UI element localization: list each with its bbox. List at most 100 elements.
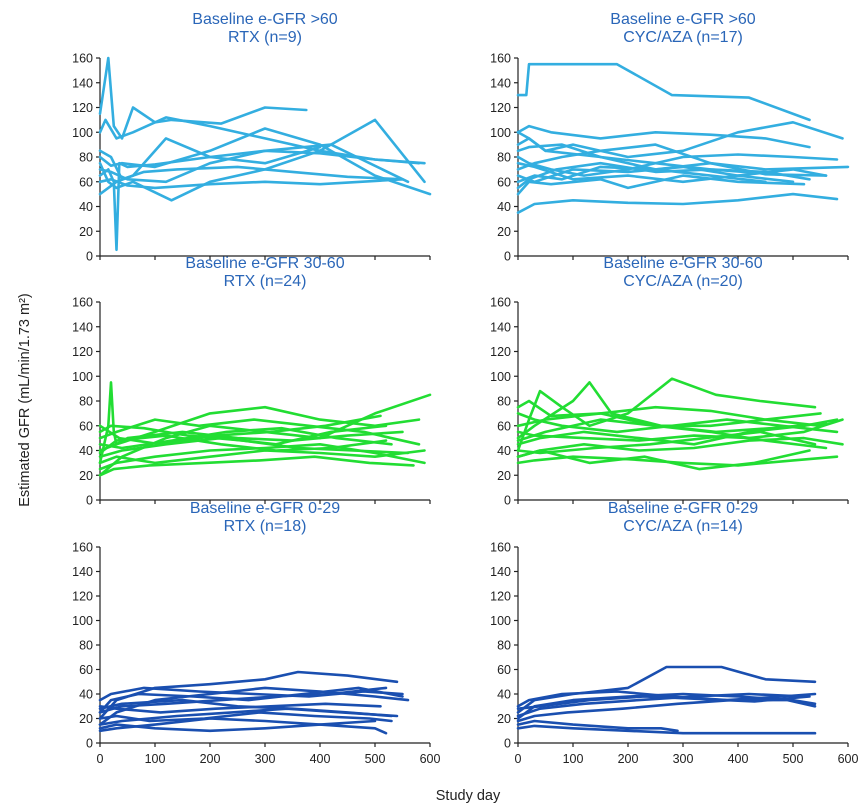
- panel-cyc-0-29-subtitle: CYC/AZA (n=14): [623, 518, 743, 535]
- panel-cyc-0-29-ytick-label: 160: [490, 541, 511, 555]
- panel-rtx-gt60-ytick-label: 60: [79, 175, 93, 189]
- panel-cyc-gt60-subtitle: CYC/AZA (n=17): [623, 29, 743, 46]
- panel-rtx-gt60-ytick-label: 0: [86, 250, 93, 264]
- panel-cyc-30-60-ytick-label: 100: [490, 370, 511, 384]
- panel-cyc-0-29-series-5: [516, 690, 817, 708]
- panel-cyc-30-60-series-10: [516, 418, 844, 442]
- panel-cyc-0-29-series-3: [516, 719, 679, 733]
- panel-cyc-30-60-ytick-label: 0: [504, 494, 511, 508]
- panel-cyc-30-60-ytick-label: 160: [490, 296, 511, 310]
- panel-rtx-30-60-ytick-label: 160: [72, 296, 93, 310]
- panel-rtx-gt60-ytick-label: 20: [79, 225, 93, 239]
- panel-cyc-gt60-ytick-label: 140: [490, 76, 511, 90]
- panel-rtx-0-29-ytick-label: 60: [79, 663, 93, 677]
- panel-rtx-30-60-series-7: [98, 426, 393, 450]
- panel-cyc-gt60-series-13: [516, 161, 795, 190]
- panel-rtx-0-29-ytick-label: 120: [72, 590, 93, 604]
- panel-cyc-0-29-xtick-label: 300: [673, 752, 694, 766]
- panel-cyc-gt60-title: Baseline e-GFR >60: [610, 11, 756, 28]
- panel-rtx-0-29-title: Baseline e-GFR 0-29: [190, 500, 340, 517]
- panel-cyc-0-29-ytick-label: 140: [490, 565, 511, 579]
- panel-cyc-gt60-ytick-label: 80: [497, 151, 511, 165]
- panel-cyc-gt60-series-12: [516, 161, 828, 184]
- panel-cyc-0-29-xtick-label: 400: [728, 752, 749, 766]
- panel-rtx-0-29-xtick-label: 600: [420, 752, 441, 766]
- panel-rtx-gt60-series-6: [98, 178, 404, 190]
- panel-rtx-30-60-subtitle: RTX (n=24): [224, 273, 307, 290]
- panel-cyc-gt60-ytick-label: 160: [490, 52, 511, 66]
- panel-rtx-0-29-series-8: [98, 702, 382, 714]
- panel-cyc-gt60-ytick-label: 60: [497, 175, 511, 189]
- panel-rtx-30-60-series-12: [98, 434, 388, 455]
- panel-cyc-30-60-ytick-label: 20: [497, 469, 511, 483]
- panel-cyc-30-60-series-11: [516, 399, 822, 428]
- panel-cyc-30-60-subtitle: CYC/AZA (n=20): [623, 273, 743, 290]
- panel-cyc-0-29-xtick-label: 0: [515, 752, 522, 766]
- panel-rtx-0-29-ytick-label: 100: [72, 614, 93, 628]
- panel-cyc-0-29-xtick-label: 600: [838, 752, 859, 766]
- panel-rtx-0-29-xtick-label: 400: [310, 752, 331, 766]
- panel-rtx-0-29-xtick-label: 0: [97, 752, 104, 766]
- y-axis-label: Estimated GFR (mL/min/1.73 m²): [17, 293, 33, 507]
- panel-rtx-30-60-series-8: [98, 424, 410, 455]
- panel-rtx-0-29-series-9: [98, 686, 404, 714]
- panel-rtx-30-60-ytick-label: 100: [72, 370, 93, 384]
- panel-cyc-30-60-series-4: [516, 455, 839, 467]
- panel-cyc-0-29-ytick-label: 20: [497, 712, 511, 726]
- panel-rtx-0-29-ytick-label: 80: [79, 639, 93, 653]
- panel-cyc-gt60-ytick-label: 100: [490, 126, 511, 140]
- panel-cyc-0-29-ytick-label: 40: [497, 688, 511, 702]
- panel-cyc-30-60-series-12: [516, 418, 828, 450]
- panel-cyc-0-29-xtick-label: 500: [783, 752, 804, 766]
- panel-cyc-gt60-series-7: [516, 143, 850, 171]
- panel-cyc-0-29-ytick-label: 0: [504, 737, 511, 751]
- panel-cyc-30-60-ytick-label: 120: [490, 345, 511, 359]
- panel-rtx-0-29-series-5: [98, 686, 404, 702]
- panel-rtx-30-60-series-10: [98, 455, 415, 477]
- panel-cyc-0-29-ytick-label: 100: [490, 614, 511, 628]
- panel-rtx-0-29-xtick-label: 500: [365, 752, 386, 766]
- panel-rtx-30-60-ytick-label: 120: [72, 345, 93, 359]
- panel-rtx-30-60-series-6: [98, 418, 421, 446]
- panel-cyc-0-29-series-7: [516, 724, 817, 735]
- panel-rtx-0-29-ytick-label: 140: [72, 565, 93, 579]
- panel-cyc-0-29-ytick-label: 120: [490, 590, 511, 604]
- panel-rtx-30-60-series-9: [98, 449, 426, 465]
- panel-rtx-gt60-ytick-label: 140: [72, 76, 93, 90]
- panel-rtx-0-29-series-3: [98, 717, 388, 735]
- panel-rtx-0-29-xtick-label: 100: [145, 752, 166, 766]
- panel-rtx-gt60-ytick-label: 160: [72, 52, 93, 66]
- panel-rtx-0-29-series-6: [98, 711, 393, 723]
- panel-rtx-30-60-series-4: [98, 405, 421, 452]
- panel-rtx-30-60-series-11: [98, 414, 382, 446]
- panel-rtx-0-29-ytick-label: 0: [86, 737, 93, 751]
- panel-cyc-gt60-ytick-label: 0: [504, 250, 511, 264]
- panel-cyc-0-29-title: Baseline e-GFR 0-29: [608, 500, 758, 517]
- panel-cyc-gt60-ytick-label: 20: [497, 225, 511, 239]
- panel-rtx-30-60-ytick-label: 80: [79, 395, 93, 409]
- panel-rtx-30-60-ytick-label: 20: [79, 469, 93, 483]
- panel-rtx-0-29-ytick-label: 160: [72, 541, 93, 555]
- panel-rtx-0-29-series-10: [98, 719, 377, 733]
- panel-cyc-0-29-ytick-label: 60: [497, 663, 511, 677]
- panel-cyc-30-60-ytick-label: 140: [490, 320, 511, 334]
- panel-cyc-gt60-series-2: [516, 124, 811, 149]
- panel-rtx-0-29-ytick-label: 20: [79, 712, 93, 726]
- panel-rtx-0-29-xtick-label: 300: [255, 752, 276, 766]
- panel-cyc-gt60-series-1: [516, 62, 811, 122]
- panel-rtx-30-60-ytick-label: 40: [79, 444, 93, 458]
- panel-cyc-0-29-series-8: [516, 695, 811, 710]
- panel-cyc-0-29-xtick-label: 100: [563, 752, 584, 766]
- panel-cyc-0-29-series-4: [516, 692, 806, 718]
- panel-cyc-gt60-ytick-label: 40: [497, 200, 511, 214]
- panel-rtx-0-29-subtitle: RTX (n=18): [224, 518, 307, 535]
- panel-cyc-30-60-axes: [517, 302, 848, 501]
- panel-rtx-0-29-xtick-label: 200: [200, 752, 221, 766]
- panel-rtx-gt60-title: Baseline e-GFR >60: [192, 11, 338, 28]
- panel-rtx-gt60-subtitle: RTX (n=9): [228, 29, 302, 46]
